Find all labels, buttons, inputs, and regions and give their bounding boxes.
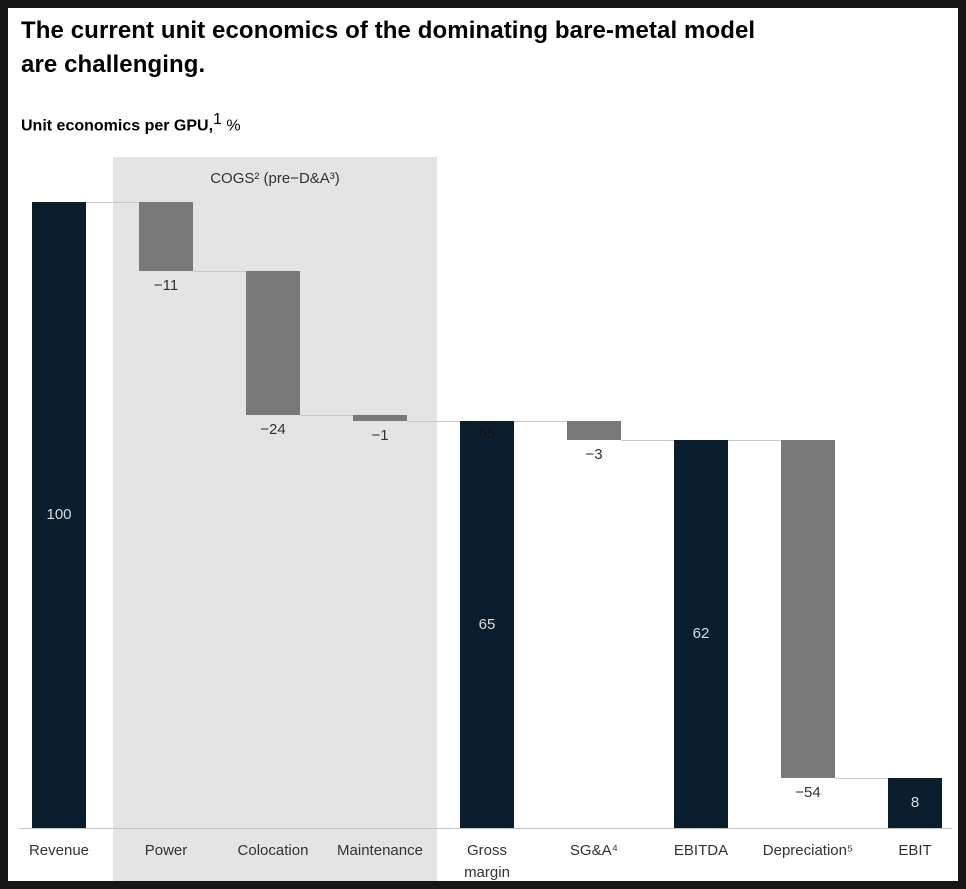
connector-line <box>407 421 460 422</box>
connector-line <box>300 415 353 416</box>
subtitle-unit: % <box>221 117 241 135</box>
connector-line <box>835 778 888 779</box>
x-label-ebitda: EBITDA <box>673 842 729 859</box>
value-label-power: −11 <box>153 276 179 294</box>
x-axis-line <box>19 828 952 829</box>
bar-sg-a <box>567 421 621 440</box>
bar-ebit <box>888 777 942 828</box>
x-label-sg-a: SG&A⁴ <box>569 842 619 859</box>
x-label-maintenance: Maintenance <box>337 842 423 859</box>
x-label-ebit: EBIT <box>898 842 932 859</box>
value-label-revenue: 100 <box>46 506 72 523</box>
value-label-ebitda: 62 <box>692 624 710 642</box>
x-label-colocation: Colocation <box>237 842 309 859</box>
connector-line <box>86 202 139 203</box>
value-label-colocation: −24 <box>260 420 286 438</box>
page-title: The current unit economics of the domina… <box>21 17 756 79</box>
bar-gross-margin <box>460 421 514 828</box>
cogs-band-label: COGS² (pre−D&A³) <box>210 170 340 187</box>
value-label-ebit: 8 <box>910 793 920 811</box>
value-label-sg-a: −3 <box>585 445 603 463</box>
x-label-depreciation: Depreciation⁵ <box>762 842 854 859</box>
bar-depreciation <box>781 439 835 778</box>
connector-line <box>728 440 781 441</box>
bar-maintenance <box>353 414 407 422</box>
value-label-gross-margin: 65 <box>478 615 496 633</box>
x-label-revenue: Revenue <box>28 842 90 859</box>
chart-subtitle: Unit economics per GPU,1 % <box>21 111 241 135</box>
value-top-label-gross-margin: 65 <box>478 425 496 443</box>
bar-ebitda <box>674 439 728 828</box>
bar-power <box>139 202 193 271</box>
connector-line <box>514 421 567 422</box>
subtitle-footnote-marker: 1 <box>213 111 222 128</box>
connector-line <box>621 440 674 441</box>
bar-colocation <box>246 270 300 415</box>
connector-line <box>193 271 246 272</box>
subtitle-label: Unit economics per GPU, <box>21 117 214 135</box>
x-label-power: Power <box>144 842 188 859</box>
value-label-depreciation: −54 <box>795 783 821 801</box>
bar-revenue <box>32 202 86 828</box>
x-label-gross-margin: Gross margin <box>464 842 510 881</box>
value-label-maintenance: −1 <box>371 427 389 445</box>
